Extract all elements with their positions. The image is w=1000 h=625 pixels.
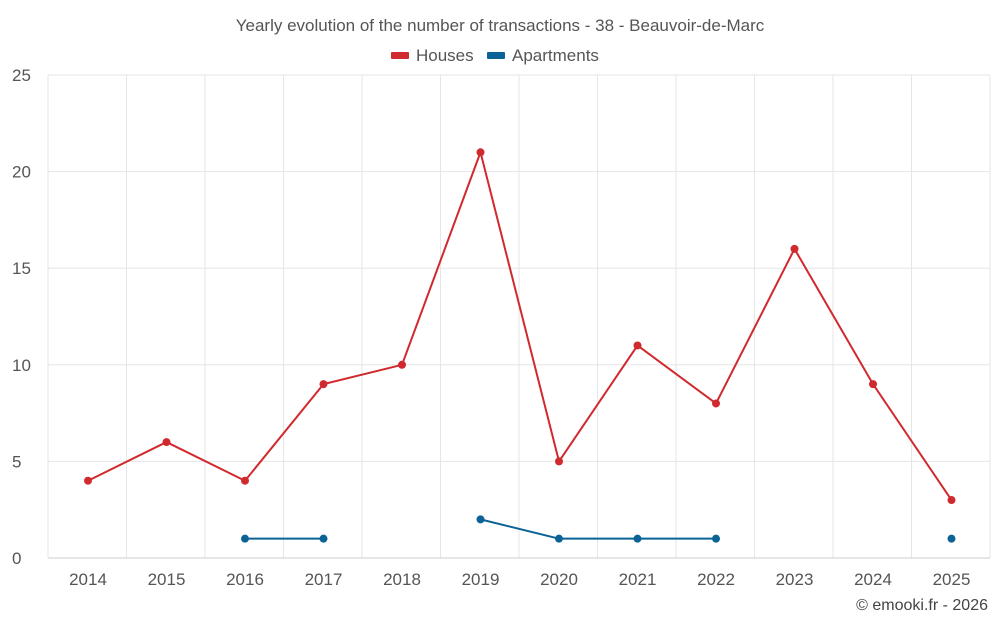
data-point-houses[interactable] [398,360,406,369]
legend-item-houses[interactable]: Houses [391,46,474,65]
data-point-houses[interactable] [790,244,799,253]
x-tick-label: 2015 [148,570,186,589]
x-tick-label: 2014 [69,570,107,589]
legend-item-apartments[interactable]: Apartments [487,46,599,65]
series-line-houses [87,151,953,501]
y-tick-label: 5 [12,452,21,471]
data-point-apartments[interactable] [947,534,956,543]
series-apartments [241,515,956,543]
data-point-houses[interactable] [84,476,92,485]
x-tick-label: 2022 [697,570,735,589]
data-point-houses[interactable] [633,341,642,350]
y-tick-label: 25 [12,66,31,85]
x-tick-label: 2016 [226,570,264,589]
series-line-apartments [480,518,716,540]
x-tick-label: 2020 [540,570,578,589]
series-layer [84,148,956,543]
legend-swatch-houses [391,52,409,59]
data-point-apartments[interactable] [555,534,563,543]
x-tick-label: 2025 [933,570,971,589]
grid [47,74,991,558]
x-tick-label: 2017 [305,570,343,589]
credit-text: © emooki.fr - 2026 [856,597,988,614]
data-point-houses[interactable] [947,496,956,505]
data-point-houses[interactable] [869,380,877,389]
legend-label-houses: Houses [416,46,474,65]
data-point-apartments[interactable] [633,534,642,543]
x-tick-label: 2019 [462,570,500,589]
y-tick-label: 0 [12,549,21,568]
data-point-houses[interactable] [476,148,485,157]
data-point-houses[interactable] [712,399,720,408]
legend-label-apartments: Apartments [512,46,599,65]
x-tick-label: 2024 [854,570,892,589]
chart-legend: Houses Apartments [391,46,599,65]
data-point-houses[interactable] [241,476,249,485]
x-tick-label: 2023 [776,570,814,589]
y-tick-label: 10 [12,356,31,375]
x-tick-label: 2021 [619,570,657,589]
data-point-apartments[interactable] [319,534,328,543]
data-point-apartments[interactable] [712,534,720,543]
x-tick-label: 2018 [383,570,421,589]
data-point-apartments[interactable] [241,534,249,543]
y-tick-label: 20 [12,163,31,182]
data-point-houses[interactable] [162,438,171,447]
chart-title: Yearly evolution of the number of transa… [236,16,765,35]
series-houses [84,148,956,505]
data-point-apartments[interactable] [476,515,485,524]
y-tick-label: 15 [12,259,31,278]
data-point-houses[interactable] [555,457,563,466]
data-point-houses[interactable] [319,380,328,389]
legend-swatch-apartments [487,52,505,59]
